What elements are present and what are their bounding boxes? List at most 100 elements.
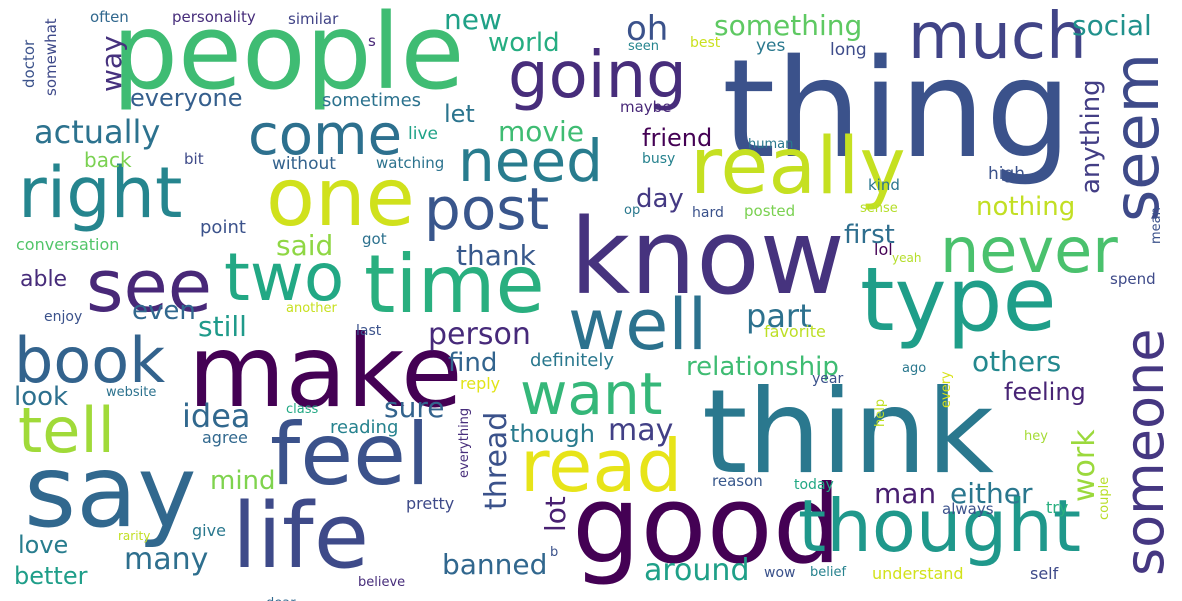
word-way: way (95, 35, 128, 92)
word-yes: yes (756, 36, 786, 56)
word-every: every (939, 371, 954, 408)
word-around: around (644, 553, 750, 588)
word-everyone: everyone (130, 84, 243, 112)
word-much: much (908, 0, 1087, 74)
word-belief: belief (810, 565, 847, 580)
word-first: first (844, 220, 895, 250)
word-thing: thing (722, 31, 1072, 189)
word-seen: seen (628, 39, 660, 54)
word-something: something (714, 9, 863, 42)
word-think: think (702, 365, 994, 500)
word-high: high (988, 164, 1026, 184)
word-never: never (940, 214, 1118, 287)
word-s: s (368, 32, 376, 50)
word-website: website (106, 385, 157, 400)
word-believe: believe (358, 575, 406, 590)
word-spend: spend (1110, 270, 1156, 288)
word-everything: everything (457, 407, 472, 478)
word-pretty: pretty (406, 494, 455, 513)
word-book: book (14, 324, 166, 397)
word-mind: mind (210, 466, 276, 496)
word-self: self (1030, 564, 1059, 583)
word-bit: bit (184, 150, 204, 168)
word-often: often (90, 8, 129, 26)
word-find: find (448, 348, 498, 378)
word-feel: feel (270, 405, 430, 505)
word-look: look (14, 382, 69, 412)
word-idea: idea (182, 397, 251, 435)
word-two: two (224, 239, 345, 316)
word-doctor: doctor (20, 39, 38, 88)
word-reading: reading (330, 417, 399, 438)
word-man: man (874, 477, 937, 510)
word-conversation: conversation (16, 235, 120, 254)
word-dear: dear (266, 597, 296, 601)
word-still: still (198, 310, 247, 343)
word-b: b (550, 545, 559, 560)
word-nothing: nothing (976, 192, 1076, 222)
word-going: going (508, 39, 687, 113)
word-another: another (286, 301, 337, 316)
word-day: day (636, 184, 684, 214)
word-make: make (188, 313, 463, 430)
word-one: one (266, 151, 415, 244)
word-understand: understand (872, 564, 964, 583)
word-class: class (286, 402, 319, 417)
word-enjoy: enjoy (44, 309, 83, 325)
word-hard: hard (692, 205, 724, 221)
word-reason: reason (712, 472, 763, 490)
word-sure: sure (384, 391, 445, 424)
word-human: human (748, 137, 794, 152)
word-better: better (14, 562, 88, 590)
word-definitely: definitely (530, 350, 615, 371)
word-rarity: rarity (118, 529, 151, 543)
word-love: love (18, 531, 69, 559)
word-say: say (24, 433, 197, 550)
word-ago: ago (902, 361, 927, 376)
word-tell: tell (18, 394, 115, 467)
word-others: others (972, 345, 1062, 378)
word-new: new (444, 3, 502, 36)
word-life: life (232, 484, 370, 589)
word-someone: someone (1113, 328, 1176, 576)
word-may: may (608, 413, 674, 448)
word-thank: thank (456, 239, 536, 272)
word-reply: reply (460, 374, 501, 393)
word-help: help (873, 398, 888, 427)
word-seem: seem (1100, 53, 1173, 222)
word-see: see (86, 244, 213, 328)
word-let: let (444, 100, 475, 128)
word-movie: movie (498, 115, 584, 148)
word-agree: agree (202, 428, 248, 447)
word-though: though (510, 420, 595, 448)
word-today: today (794, 477, 834, 493)
word-said: said (276, 229, 334, 262)
word-yeah: yeah (892, 251, 922, 265)
word-time: time (364, 238, 545, 331)
word-many: many (124, 542, 209, 577)
word-type: type (860, 248, 1057, 351)
word-feeling: feeling (1004, 378, 1086, 406)
word-come: come (248, 103, 403, 168)
word-want: want (520, 360, 663, 428)
word-well: well (568, 284, 708, 366)
word-best: best (690, 35, 721, 51)
word-somewhat: somewhat (42, 18, 60, 96)
word-posted: posted (744, 202, 796, 220)
word-oh: oh (626, 9, 669, 49)
word-banned: banned (442, 548, 548, 581)
word-need: need (458, 127, 603, 195)
word-post: post (424, 175, 550, 243)
word-world: world (488, 28, 560, 58)
word-really: really (690, 122, 906, 212)
word-right: right (18, 152, 183, 234)
word-sense: sense (860, 201, 898, 216)
word-year: year (812, 371, 844, 387)
word-wow: wow (764, 565, 796, 581)
word-maybe: maybe (620, 98, 672, 116)
word-thought: thought (798, 484, 1082, 568)
word-back: back (84, 148, 132, 172)
word-similar: similar (288, 10, 339, 28)
word-people: people (112, 0, 465, 113)
